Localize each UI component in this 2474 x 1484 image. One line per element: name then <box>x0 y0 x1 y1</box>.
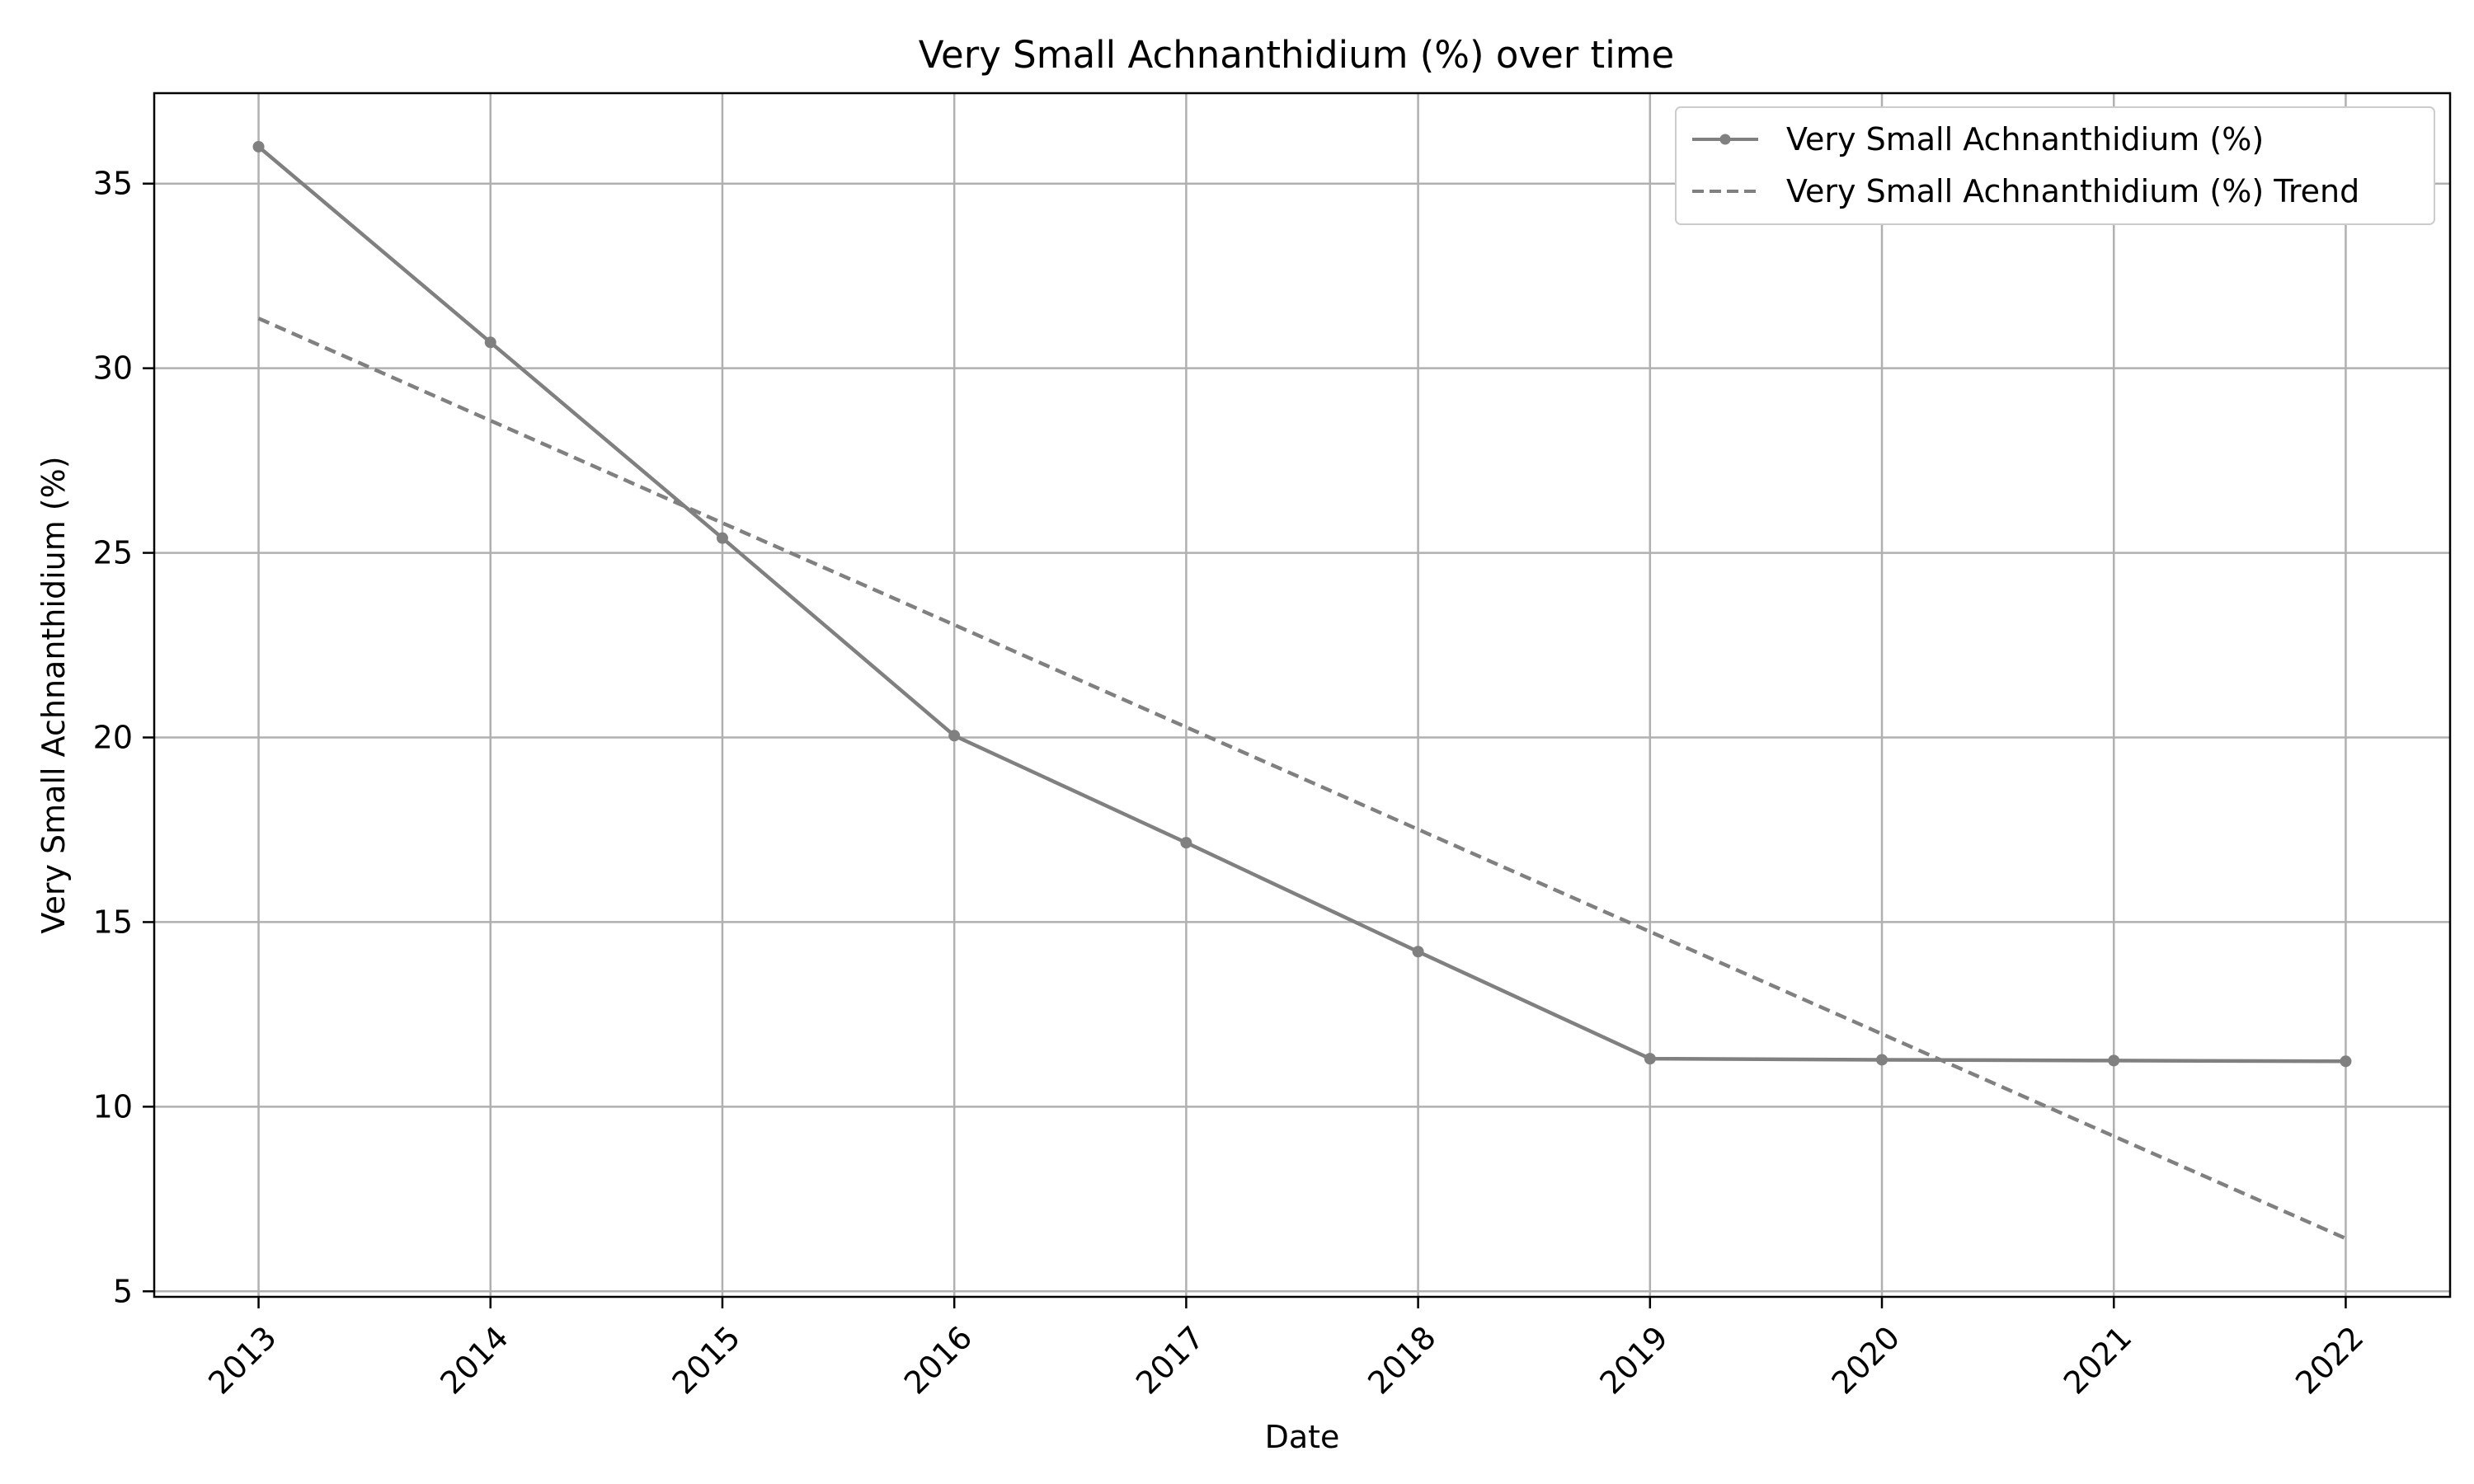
y-tick-label: 30 <box>93 350 133 387</box>
legend: Very Small Achnanthidium (%) Very Small … <box>1675 106 2435 225</box>
plot-frame <box>153 92 2452 1298</box>
y-axis-ticks: 5 10 15 20 25 30 35 <box>93 166 154 1309</box>
series-layer <box>252 140 2352 1241</box>
data-point <box>1876 1054 1888 1066</box>
data-point <box>716 532 728 544</box>
grid <box>154 93 2450 1297</box>
y-tick-label: 5 <box>113 1273 133 1309</box>
data-point <box>1180 837 1192 849</box>
legend-box <box>1675 106 2435 225</box>
data-point <box>948 730 961 742</box>
y-tick-label: 15 <box>93 904 133 940</box>
data-point <box>252 140 265 153</box>
y-tick-label: 20 <box>93 720 133 756</box>
data-point <box>484 336 496 349</box>
x-axis-label: Date <box>1265 1419 1340 1455</box>
y-tick-label: 25 <box>93 535 133 571</box>
data-point <box>2340 1055 2352 1068</box>
y-axis-label: Very Small Achnanthidium (%) <box>35 456 72 933</box>
legend-label-trend: Very Small Achnanthidium (%) Trend <box>1786 173 2359 209</box>
y-tick-label: 10 <box>93 1088 133 1125</box>
y-tick-label: 35 <box>93 166 133 202</box>
legend-swatch-marker <box>1719 134 1731 145</box>
data-point <box>1412 946 1424 958</box>
data-point <box>1644 1053 1656 1065</box>
chart-title: Very Small Achnanthidium (%) over time <box>919 33 1674 77</box>
legend-label-series: Very Small Achnanthidium (%) <box>1786 121 2264 157</box>
series-line-observed <box>257 145 2346 1064</box>
data-point <box>2108 1054 2120 1067</box>
